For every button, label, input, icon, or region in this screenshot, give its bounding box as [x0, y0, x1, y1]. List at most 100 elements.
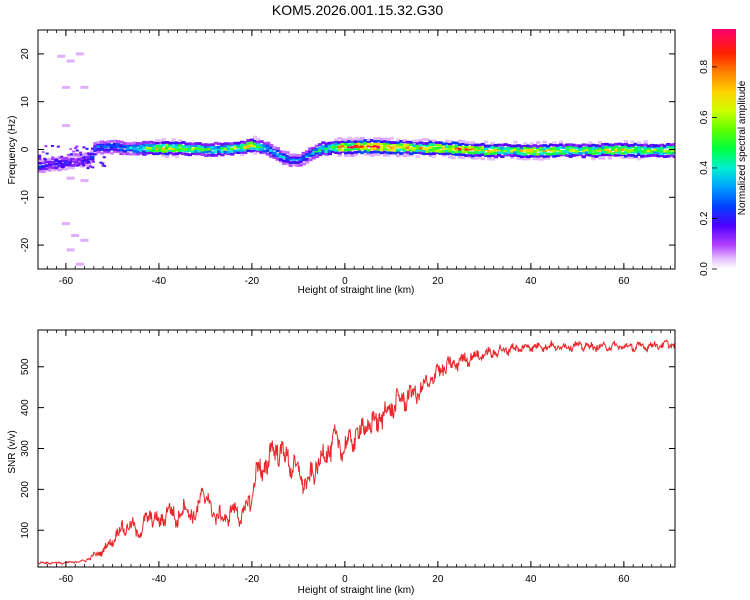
spectrogram-cell: [233, 141, 238, 145]
spectrogram-cell: [80, 158, 85, 162]
spectrogram-cell: [630, 148, 635, 152]
spectrogram-cell: [441, 142, 446, 146]
spectrogram-cell: [496, 151, 502, 155]
spectrogram-cell: [343, 142, 349, 146]
spectrogram-cell: [311, 146, 316, 150]
spectrogram-cell: [304, 160, 310, 164]
spectrogram-cell: [578, 144, 583, 148]
spectrogram-speckle: [50, 144, 54, 147]
spectrogram-cell: [73, 158, 79, 162]
spectrogram-cell: [239, 149, 245, 153]
spectrogram-cell: [177, 149, 183, 153]
spectrogram-cell: [386, 148, 391, 152]
spectrogram-cell: [249, 146, 254, 150]
spectrogram-cell: [409, 148, 414, 152]
spectrogram-cell: [656, 146, 661, 150]
spectrogram-cell: [184, 152, 189, 156]
spectrogram-cell: [470, 147, 476, 151]
spectrogram-cell: [392, 151, 398, 155]
spectrogram-cell: [353, 147, 359, 151]
spectrogram-cell: [669, 145, 674, 149]
spectrogram-cell: [308, 152, 313, 156]
spectrogram-cell: [73, 161, 79, 164]
spectrogram-cell: [54, 167, 59, 171]
spectrogram-cell: [291, 155, 297, 159]
spectrogram-cell: [399, 147, 404, 151]
spectrogram-cell: [138, 142, 144, 146]
spectrogram-cell: [653, 148, 658, 152]
spectrogram-cell: [405, 148, 411, 152]
spectrogram-cell: [181, 147, 186, 150]
spectrogram-cell: [356, 137, 362, 141]
spectrogram-cell: [164, 146, 170, 150]
spectrogram-cell: [474, 153, 479, 157]
spectrogram-cell: [451, 152, 456, 156]
spectrogram-cell: [203, 145, 209, 149]
spectrogram-cell: [392, 145, 398, 149]
spectrogram-cell: [317, 148, 323, 152]
spectrogram-cell: [402, 154, 407, 157]
spectrogram-cell: [571, 143, 577, 147]
spectrogram-cell: [620, 148, 625, 151]
spectrogram-cell: [233, 143, 238, 147]
spectrogram-cell: [132, 149, 137, 153]
spectrogram-y-label: Frequency (Hz): [7, 116, 18, 185]
spectrogram-cell: [99, 146, 105, 150]
snr-y-tick-label: 400: [20, 399, 31, 416]
spectrogram-cell: [304, 150, 310, 154]
spectrogram-cell: [500, 146, 505, 150]
spectrogram-cell: [269, 151, 274, 155]
spectrogram-x-tick-label: 40: [525, 276, 537, 287]
spectrogram-cell: [509, 151, 515, 155]
spectrogram-cell: [646, 149, 652, 153]
spectrogram-cell: [249, 141, 254, 145]
spectrogram-speckle: [44, 145, 48, 148]
snr-series-line: [38, 339, 675, 566]
spectrogram-cell: [646, 146, 652, 150]
spectrogram-speckle: [74, 147, 78, 150]
spectrogram-cell: [409, 152, 414, 156]
spectrogram-cell: [142, 152, 147, 156]
spectrogram-cell: [103, 150, 108, 154]
spectrogram-cell: [379, 140, 385, 144]
spectrogram-speckle: [66, 153, 70, 156]
spectrogram-cell: [438, 146, 443, 150]
spectrogram-cell: [672, 155, 675, 159]
spectrogram-cell: [597, 152, 603, 155]
spectrogram-cell: [230, 149, 235, 153]
spectrogram-speckle: [68, 161, 72, 164]
snr-x-tick-label: -60: [59, 574, 74, 585]
spectrogram-cell: [649, 145, 655, 149]
spectrogram-cell: [337, 153, 342, 157]
spectrogram-cell: [487, 144, 492, 148]
spectrogram-cell: [457, 150, 463, 154]
spectrogram-cell: [38, 169, 43, 173]
spectrogram-cell: [129, 152, 134, 156]
spectrogram-cell: [604, 153, 609, 157]
spectrogram-cell: [190, 147, 196, 151]
spectrogram-cell: [578, 152, 583, 155]
spectrogram-cell: [369, 150, 375, 154]
spectrogram-cell: [272, 156, 277, 159]
spectrogram-cell: [614, 148, 619, 152]
spectrogram-cell: [666, 154, 671, 158]
spectrogram-cell: [327, 149, 333, 153]
spectrogram-cell: [366, 144, 372, 148]
spectrogram-cell: [448, 140, 453, 144]
spectrogram-cell: [428, 143, 433, 147]
spectrogram-cell: [220, 150, 225, 154]
spectrogram-cell: [627, 144, 632, 147]
spectrogram-cell: [226, 147, 232, 151]
spectrogram-cell: [252, 144, 258, 148]
spectrogram-speckle: [50, 157, 54, 160]
spectrogram-cell: [461, 140, 466, 143]
spectrogram-cell: [509, 149, 515, 153]
spectrogram-cell: [132, 146, 137, 150]
spectrogram-cell: [666, 149, 671, 153]
spectrogram-cell: [522, 152, 528, 156]
snr-y-tick-label: 300: [20, 440, 31, 457]
spectrogram-cell: [197, 142, 202, 145]
spectrogram-cell: [363, 139, 368, 142]
spectrogram-cell: [539, 152, 544, 156]
spectrogram-cell: [360, 151, 365, 155]
